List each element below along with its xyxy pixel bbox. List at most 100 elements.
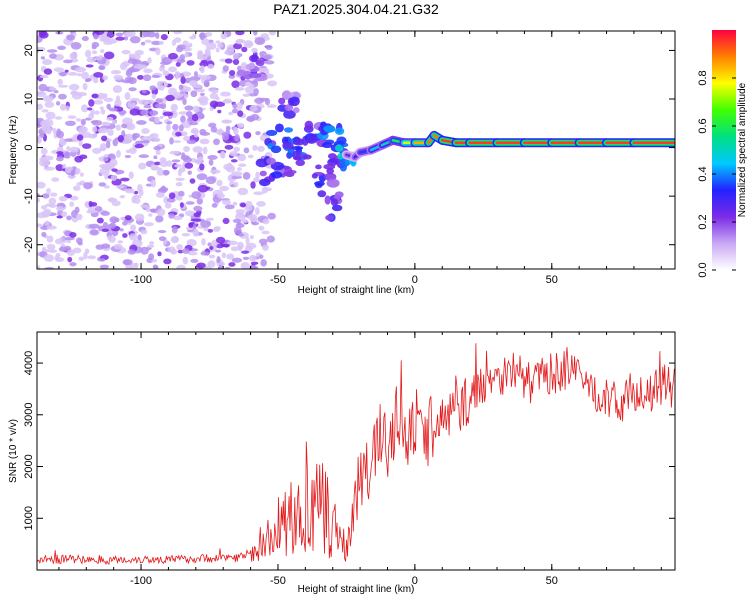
noise-speckle [69,195,79,201]
noise-speckle [86,56,97,63]
noise-speckle [250,181,256,189]
noise-speckle [204,32,213,37]
noise-speckle [241,46,248,53]
noise-speckle [231,175,243,179]
noise-speckle [224,144,234,150]
noise-speckle [185,201,195,205]
noise-speckle [216,256,221,264]
noise-speckle [141,128,150,134]
noise-speckle [252,144,258,151]
noise-speckle [146,244,155,248]
noise-speckle [260,259,267,267]
transition-blob [325,214,335,221]
noise-speckle [170,236,180,244]
noise-speckle [190,218,202,222]
noise-speckle [233,42,243,50]
noise-speckle [122,233,128,238]
transition-blob [326,178,340,188]
noise-speckle [47,249,58,253]
noise-speckle [176,58,186,63]
noise-speckle [117,135,124,143]
noise-speckle [207,260,216,268]
noise-speckle [114,99,122,108]
noise-speckle [106,116,114,121]
noise-speckle [199,138,210,145]
noise-speckle [233,181,239,188]
noise-speckle [157,251,162,257]
noise-speckle [189,76,201,82]
noise-speckle [233,52,240,60]
noise-speckle [122,221,128,226]
transition-blob [315,164,322,170]
noise-speckle [150,163,159,171]
noise-speckle [236,102,243,110]
noise-speckle [203,227,209,232]
noise-speckle [92,147,102,154]
noise-speckle [141,140,150,144]
noise-speckle [249,105,258,112]
noise-speckle [266,104,277,109]
noise-speckle [79,172,84,177]
noise-speckle [212,227,221,232]
noise-speckle [66,215,72,221]
y-tick-label: -10 [23,188,35,204]
noise-speckle [224,266,231,269]
noise-speckle [105,140,111,149]
noise-speckle [57,78,63,86]
noise-speckle [207,228,213,233]
transition-blob [289,96,300,107]
noise-speckle [168,66,177,73]
noise-speckle [49,203,57,208]
x-tick-label: -50 [270,274,286,286]
snr-panel: -100 -50 0 50 1000 2000 3000 4000 Height of st… [8,331,676,595]
noise-speckle [235,31,245,36]
noise-speckle [175,131,182,137]
noise-speckle [64,138,73,142]
noise-speckle [127,249,136,255]
noise-speckle [140,229,148,235]
noise-speckle [87,255,97,260]
noise-speckle [182,98,187,106]
noise-speckle [134,262,139,267]
noise-speckle [56,206,65,212]
noise-speckle [128,87,137,92]
noise-speckle [70,169,75,177]
noise-speckle [156,169,165,176]
noise-speckle [162,111,174,117]
noise-speckle [161,56,173,65]
noise-speckle [221,252,227,259]
noise-speckle [113,243,123,250]
colorbar-tick-label: 0.0 [697,262,709,277]
y-tick-label: 3000 [23,403,35,427]
noise-speckle [56,151,64,155]
noise-speckle [186,139,197,145]
noise-speckle [193,71,199,77]
noise-speckle [235,38,244,45]
noise-speckle [85,64,94,68]
noise-speckle [189,35,197,40]
noise-speckle [156,80,163,89]
noise-speckle [37,103,44,110]
noise-speckle [121,117,133,125]
noise-speckle [53,90,59,94]
noise-speckle [145,206,151,213]
noise-speckle [230,246,240,252]
noise-speckle [165,94,175,102]
noise-speckle [211,203,218,208]
noise-speckle [91,45,97,50]
x-tick-label: 50 [546,274,558,286]
noise-speckle [174,71,181,78]
noise-speckle [228,262,236,267]
noise-speckle [127,58,139,64]
noise-speckle [65,105,70,112]
noise-speckle [42,59,53,66]
noise-speckle [44,220,50,226]
noise-speckle [85,49,92,58]
noise-speckle [175,182,183,187]
noise-speckle [258,225,265,231]
noise-speckle [232,102,238,109]
noise-speckle [248,254,257,262]
transition-blob [317,190,327,198]
noise-speckle [91,50,98,55]
noise-speckle [130,224,137,232]
